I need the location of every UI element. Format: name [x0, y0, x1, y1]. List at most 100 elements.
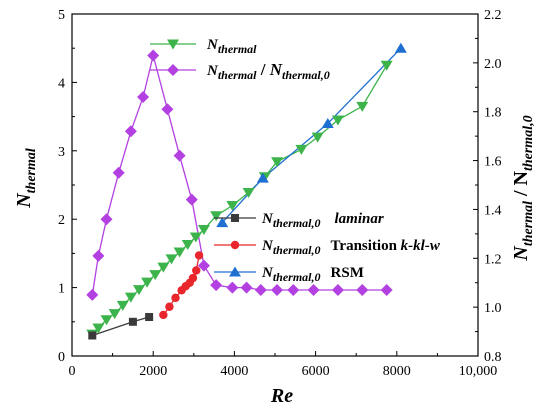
legend-marker-laminar: [231, 214, 239, 222]
y-right-tick-label: 1.0: [484, 301, 502, 316]
data-point-nthermal: [124, 292, 137, 303]
legend-marker-rsm: [229, 266, 241, 277]
x-tick-label: 6000: [302, 364, 330, 379]
data-point-rsm: [394, 42, 407, 53]
series-line-ratio: [91, 55, 387, 296]
y-left-tick-label: 3: [58, 145, 65, 160]
data-point-transition: [192, 266, 201, 275]
x-tick-label: 0: [69, 364, 76, 379]
data-point-ratio: [92, 249, 105, 262]
y-right-tick-label: 1.2: [484, 252, 502, 267]
data-point-nthermal: [331, 115, 344, 126]
data-point-ratio: [197, 259, 210, 272]
x-axis-title: Re: [270, 385, 293, 407]
data-point-ratio: [380, 284, 393, 297]
x-tick-label: 8000: [383, 364, 411, 379]
series-layer: [86, 42, 407, 340]
y-axis-right: 0.8 1.0 1.2 1.4 1.6 1.8 2.0 2.2: [473, 8, 502, 365]
legend-entry-rsm: Nthermal,0 RSM: [214, 265, 364, 284]
y-right-tick-label: 1.4: [484, 203, 502, 218]
x-axis: 0 2000 4000 6000 8000 10,000: [69, 351, 498, 379]
data-point-ratio: [307, 284, 320, 297]
y-left-tick-label: 4: [58, 76, 65, 91]
x-axis-title-text: Re: [270, 385, 293, 407]
x-tick-label: 10,000: [459, 364, 498, 379]
data-point-rsm: [256, 172, 269, 183]
data-point-ratio: [173, 149, 186, 162]
data-point-nthermal: [189, 232, 202, 243]
data-point-nthermal: [380, 60, 393, 71]
y-right-tick-label: 1.8: [484, 106, 502, 121]
y-axis-left-title: Nthermal: [13, 148, 39, 209]
data-point-ratio: [86, 288, 99, 301]
data-point-transition: [159, 310, 168, 320]
data-point-nthermal: [92, 323, 105, 334]
data-point-transition: [194, 251, 204, 260]
legend-right: Nthermal,0 laminar Nthermal,0 Transition k…: [214, 211, 441, 284]
data-point-nthermal: [100, 315, 113, 326]
x-tick-label: 2000: [139, 364, 167, 379]
data-point-nthermal: [132, 285, 145, 296]
data-point-transition: [188, 273, 198, 283]
data-point-nthermal: [226, 201, 239, 212]
data-point-nthermal: [356, 101, 369, 112]
data-point-nthermal: [271, 157, 284, 168]
data-point-ratio: [100, 213, 113, 226]
legend-top: Nthermal Nthermal / Nthermal,0: [150, 37, 330, 82]
y-right-tick-label: 2.2: [484, 8, 502, 23]
data-point-ratio: [226, 281, 239, 294]
data-point-ratio: [254, 284, 267, 297]
data-point-ratio: [356, 284, 369, 297]
legend-marker-ratio: [167, 64, 179, 76]
data-point-nthermal: [210, 211, 223, 222]
legend-marker-nthermal: [167, 39, 179, 50]
series-line-rsm: [221, 47, 402, 224]
x-tick-label: 4000: [220, 364, 248, 379]
legend-entry-ratio: Nthermal / Nthermal,0: [150, 60, 330, 82]
svg-text:Nthermal: Nthermal: [206, 37, 257, 56]
data-point-transition: [171, 293, 180, 303]
data-point-nthermal: [108, 309, 121, 320]
data-point-transition: [165, 302, 174, 311]
data-point-laminar: [145, 313, 154, 322]
y-axis-right-title: Nthermal / Nthermal,0: [510, 115, 536, 261]
data-point-ratio: [271, 284, 284, 297]
data-point-nthermal: [173, 247, 186, 258]
y-axis-left: 0 1 2 3 4 5: [58, 8, 77, 365]
y-right-tick-label: 1.6: [484, 155, 502, 170]
svg-text:Nthermal / Nthermal,0: Nthermal / Nthermal,0: [206, 60, 330, 82]
legend-entry-nthermal: Nthermal: [150, 37, 257, 56]
data-point-ratio: [124, 125, 137, 138]
data-point-nthermal: [311, 132, 324, 143]
series-line-nthermal: [91, 64, 388, 335]
data-point-ratio: [287, 284, 300, 297]
data-point-nthermal: [197, 224, 210, 235]
data-point-nthermal: [149, 270, 162, 281]
data-point-nthermal: [181, 240, 194, 251]
y-left-tick-label: 5: [58, 8, 65, 23]
data-point-ratio: [240, 281, 253, 294]
data-point-ratio: [137, 91, 150, 104]
data-point-nthermal: [295, 144, 308, 155]
data-point-ratio: [331, 284, 344, 297]
data-point-ratio: [185, 193, 198, 206]
data-point-rsm: [321, 117, 334, 128]
legend-entry-transition: Nthermal,0 Transition k-kl-w: [214, 238, 441, 257]
data-point-laminar: [88, 331, 97, 340]
data-point-nthermal: [141, 277, 154, 288]
data-point-nthermal: [165, 254, 178, 265]
data-point-ratio: [161, 103, 174, 116]
data-point-ratio: [210, 279, 223, 292]
data-point-nthermal: [116, 300, 129, 311]
data-point-laminar: [128, 317, 137, 326]
y-right-tick-label: 0.8: [484, 350, 502, 365]
legend-marker-transition: [230, 240, 240, 250]
data-point-ratio: [112, 166, 125, 179]
data-point-ratio: [147, 49, 160, 62]
data-point-nthermal: [157, 262, 170, 273]
y-left-tick-label: 1: [58, 282, 65, 297]
y-left-tick-label: 0: [58, 350, 65, 365]
